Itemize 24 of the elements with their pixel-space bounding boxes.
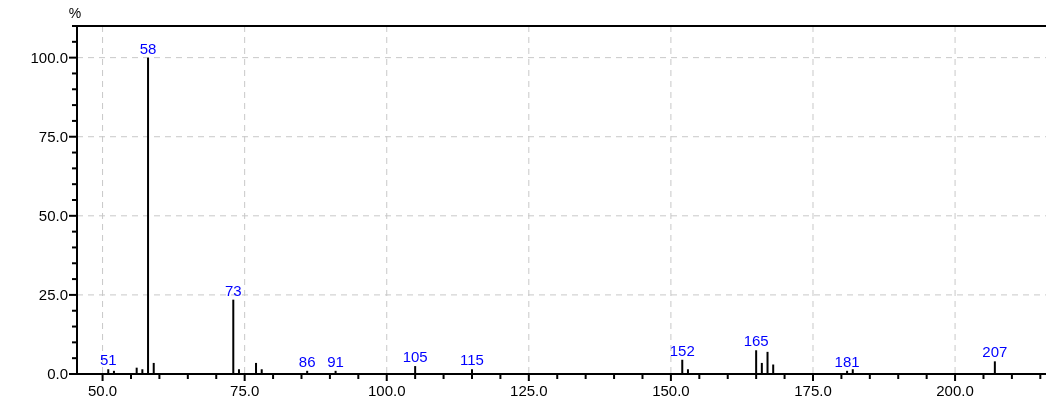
x-tick-label: 125.0 bbox=[510, 382, 548, 399]
annotation: 181 bbox=[834, 352, 860, 370]
annotation: 207 bbox=[982, 343, 1008, 361]
x-tick-label: 200.0 bbox=[936, 382, 974, 399]
y-tick-label: 75.0 bbox=[38, 127, 68, 145]
annotation: 73 bbox=[224, 281, 242, 299]
x-tick-label: 50.0 bbox=[87, 382, 118, 399]
x-tick-label: 100.0 bbox=[367, 382, 406, 399]
annotation: 115 bbox=[460, 351, 484, 369]
y-tick-label: 50.0 bbox=[38, 206, 68, 224]
annotation: 91 bbox=[327, 352, 344, 370]
annotation: 51 bbox=[99, 351, 117, 369]
annotation: 165 bbox=[743, 332, 769, 350]
annotation: 58 bbox=[139, 39, 157, 57]
annotation: 105 bbox=[402, 348, 428, 366]
x-tick-label: 175.0 bbox=[794, 382, 832, 399]
annotation: 152 bbox=[669, 341, 695, 359]
y-tick-label: 25.0 bbox=[38, 285, 68, 303]
annotation: 86 bbox=[298, 352, 316, 370]
y-axis-title: % bbox=[68, 5, 82, 21]
y-tick-label: 0.0 bbox=[47, 365, 68, 382]
x-tick-label: 75.0 bbox=[230, 382, 260, 399]
y-tick-label: 100.0 bbox=[30, 48, 68, 66]
x-tick-label: 150.0 bbox=[652, 382, 690, 399]
